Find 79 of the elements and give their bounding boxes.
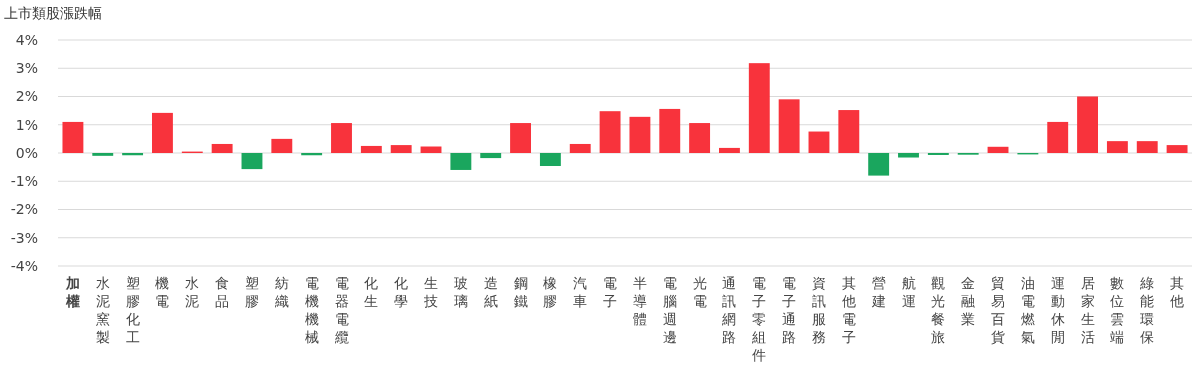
x-tick-label: 電機機械 bbox=[304, 275, 319, 345]
x-tick-label: 居家生活 bbox=[1080, 275, 1095, 345]
x-tick-label: 半導體 bbox=[632, 275, 647, 327]
y-tick-label: 3% bbox=[15, 60, 38, 77]
bar bbox=[987, 146, 1009, 153]
x-tick-label: 觀光餐旅 bbox=[931, 275, 946, 345]
x-tick-label: 資訊服務 bbox=[811, 275, 826, 345]
x-tick-label: 汽車 bbox=[573, 275, 588, 309]
bar bbox=[92, 153, 114, 156]
bar bbox=[838, 110, 860, 153]
chart-title: 上市類股漲跌幅 bbox=[4, 5, 102, 21]
x-tick-label: 電腦週邊 bbox=[662, 275, 677, 345]
y-tick-label: -3% bbox=[10, 229, 38, 246]
bar bbox=[211, 143, 233, 153]
x-tick-label: 水泥 bbox=[185, 275, 200, 309]
bar bbox=[808, 131, 830, 153]
x-tick-label: 化生 bbox=[364, 275, 379, 309]
x-tick-label: 玻璃 bbox=[453, 275, 468, 309]
bar bbox=[868, 153, 890, 176]
x-tick-label: 油電燃氣 bbox=[1020, 275, 1035, 345]
x-tick-label: 化學 bbox=[394, 275, 409, 309]
y-tick-label: 2% bbox=[15, 88, 38, 105]
x-tick-label: 運動休閒 bbox=[1050, 275, 1065, 345]
x-tick-label: 塑膠化工 bbox=[125, 275, 140, 345]
x-tick-label: 貿易百貨 bbox=[991, 275, 1006, 345]
bar bbox=[1136, 141, 1158, 153]
bar bbox=[629, 116, 651, 153]
y-tick-label: -1% bbox=[10, 173, 38, 190]
x-tick-label: 數位雲端 bbox=[1110, 275, 1125, 345]
bar bbox=[1077, 96, 1098, 153]
bar bbox=[271, 138, 293, 153]
x-tick-label: 機電 bbox=[155, 275, 170, 309]
bar bbox=[1106, 141, 1128, 153]
bar bbox=[689, 123, 711, 153]
bar bbox=[390, 145, 412, 153]
y-tick-label: 1% bbox=[15, 116, 38, 133]
bar bbox=[599, 111, 621, 153]
x-tick-label: 紡織 bbox=[273, 275, 289, 309]
x-tick-label: 鋼鐵 bbox=[513, 275, 528, 309]
x-tick-label: 加權 bbox=[64, 275, 80, 309]
x-tick-label: 綠能環保 bbox=[1139, 275, 1155, 345]
bar bbox=[450, 153, 472, 170]
x-tick-label: 營建 bbox=[870, 275, 886, 309]
y-tick-label: -2% bbox=[10, 201, 38, 218]
y-tick-label: -4% bbox=[10, 257, 38, 274]
x-tick-label: 造紙 bbox=[483, 275, 498, 309]
x-tick-label: 生技 bbox=[423, 275, 439, 309]
x-tick-label: 電子零組件 bbox=[751, 275, 767, 363]
x-tick-label: 電子通路 bbox=[782, 275, 797, 345]
x-tick-label: 電子 bbox=[603, 275, 618, 309]
bar bbox=[1166, 145, 1188, 153]
x-tick-label: 塑膠 bbox=[244, 275, 259, 309]
bar bbox=[1047, 121, 1069, 153]
bar bbox=[62, 121, 84, 153]
bar bbox=[152, 112, 173, 153]
x-tick-label: 水泥窯製 bbox=[95, 275, 110, 345]
bar bbox=[898, 153, 919, 158]
x-tick-label: 其他 bbox=[1170, 275, 1185, 309]
bar bbox=[510, 123, 531, 153]
y-tick-label: 4% bbox=[15, 31, 38, 48]
bar bbox=[719, 147, 740, 153]
x-tick-label: 其他電子 bbox=[841, 275, 856, 345]
bar bbox=[659, 108, 681, 153]
bar bbox=[748, 63, 770, 153]
x-tick-label: 橡膠 bbox=[543, 275, 558, 309]
bar bbox=[360, 145, 382, 153]
x-tick-label: 電器電纜 bbox=[333, 275, 349, 345]
bar bbox=[778, 99, 800, 153]
x-tick-label: 光電 bbox=[692, 275, 707, 309]
bar bbox=[241, 153, 263, 170]
y-tick-label: 0% bbox=[15, 144, 38, 161]
x-tick-label: 食品 bbox=[215, 275, 230, 309]
bar bbox=[331, 123, 352, 153]
x-tick-label: 通訊網路 bbox=[721, 275, 737, 345]
bar bbox=[480, 153, 502, 159]
x-tick-label: 金融業 bbox=[961, 275, 976, 327]
bar bbox=[539, 153, 561, 166]
x-tick-label: 航運 bbox=[901, 275, 916, 309]
bar bbox=[569, 143, 591, 153]
